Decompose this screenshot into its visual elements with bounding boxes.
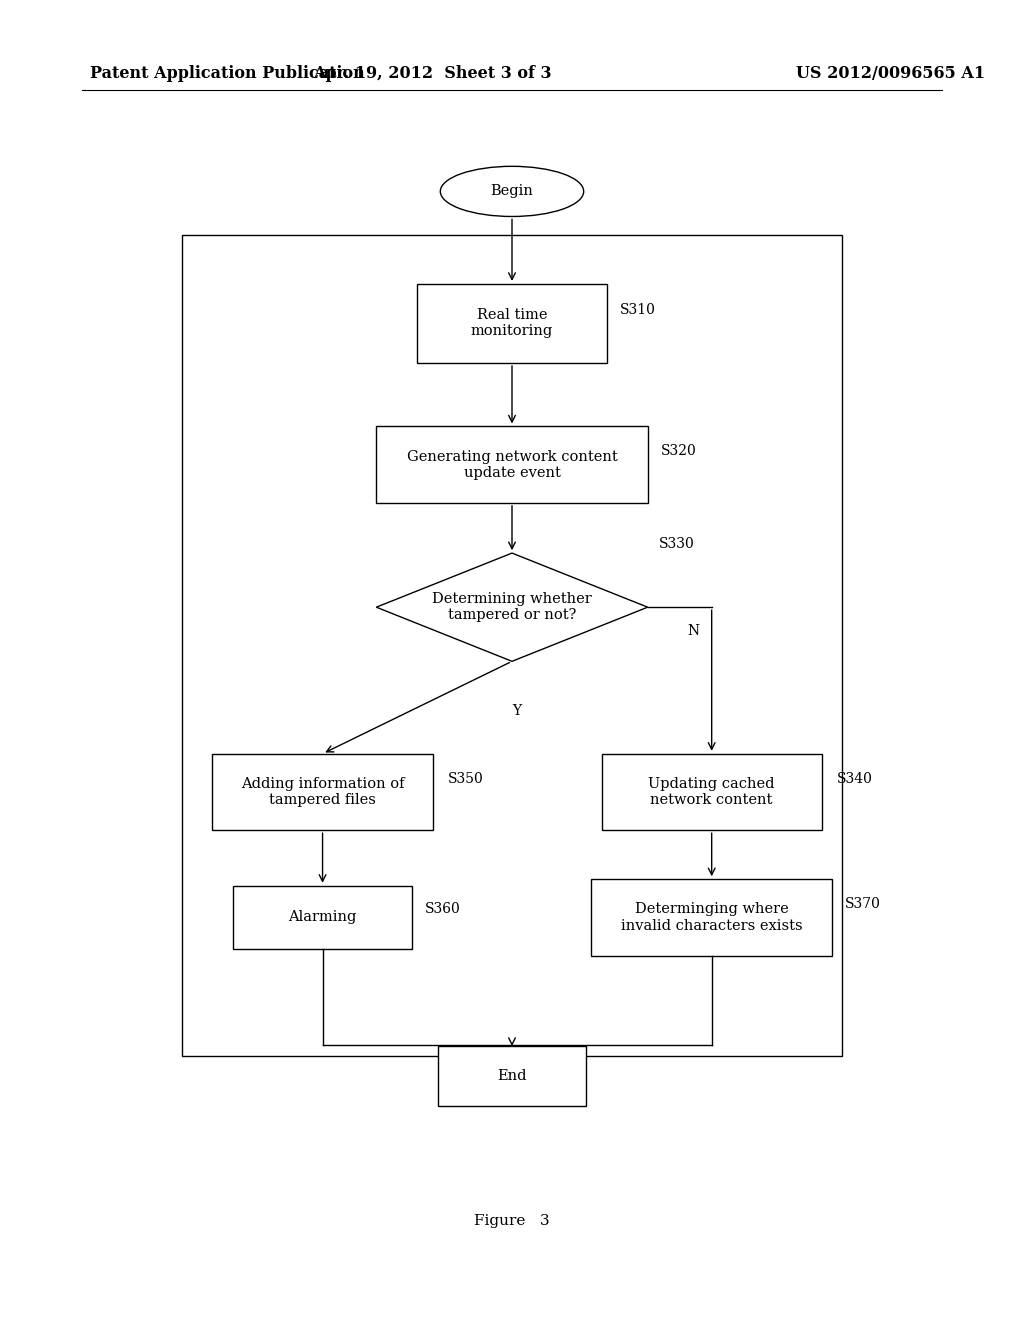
Text: Adding information of
tampered files: Adding information of tampered files: [241, 777, 404, 807]
Text: Real time
monitoring: Real time monitoring: [471, 309, 553, 338]
Text: S330: S330: [658, 537, 694, 550]
Text: Y: Y: [513, 705, 521, 718]
Text: N: N: [688, 624, 699, 638]
Text: Generating network content
update event: Generating network content update event: [407, 450, 617, 479]
Text: S310: S310: [620, 304, 655, 317]
Text: End: End: [498, 1069, 526, 1082]
FancyBboxPatch shape: [418, 284, 606, 363]
Text: Patent Application Publication: Patent Application Publication: [90, 66, 365, 82]
Text: S350: S350: [447, 772, 483, 785]
Text: S370: S370: [845, 898, 881, 911]
Text: S320: S320: [660, 445, 696, 458]
FancyBboxPatch shape: [438, 1045, 586, 1106]
FancyBboxPatch shape: [377, 426, 648, 503]
Text: S360: S360: [425, 903, 461, 916]
Polygon shape: [377, 553, 648, 661]
FancyBboxPatch shape: [213, 754, 432, 830]
Text: Alarming: Alarming: [289, 911, 356, 924]
Text: S340: S340: [837, 772, 872, 785]
Text: Updating cached
network content: Updating cached network content: [648, 777, 775, 807]
Text: Figure   3: Figure 3: [474, 1214, 550, 1228]
Ellipse shape: [440, 166, 584, 216]
Text: Apr. 19, 2012  Sheet 3 of 3: Apr. 19, 2012 Sheet 3 of 3: [313, 66, 551, 82]
FancyBboxPatch shape: [591, 879, 831, 956]
Text: Begin: Begin: [490, 185, 534, 198]
Text: Determining whether
tampered or not?: Determining whether tampered or not?: [432, 593, 592, 622]
FancyBboxPatch shape: [601, 754, 821, 830]
Text: Determinging where
invalid characters exists: Determinging where invalid characters ex…: [621, 903, 803, 932]
Text: US 2012/0096565 A1: US 2012/0096565 A1: [797, 66, 985, 82]
FancyBboxPatch shape: [233, 886, 412, 949]
